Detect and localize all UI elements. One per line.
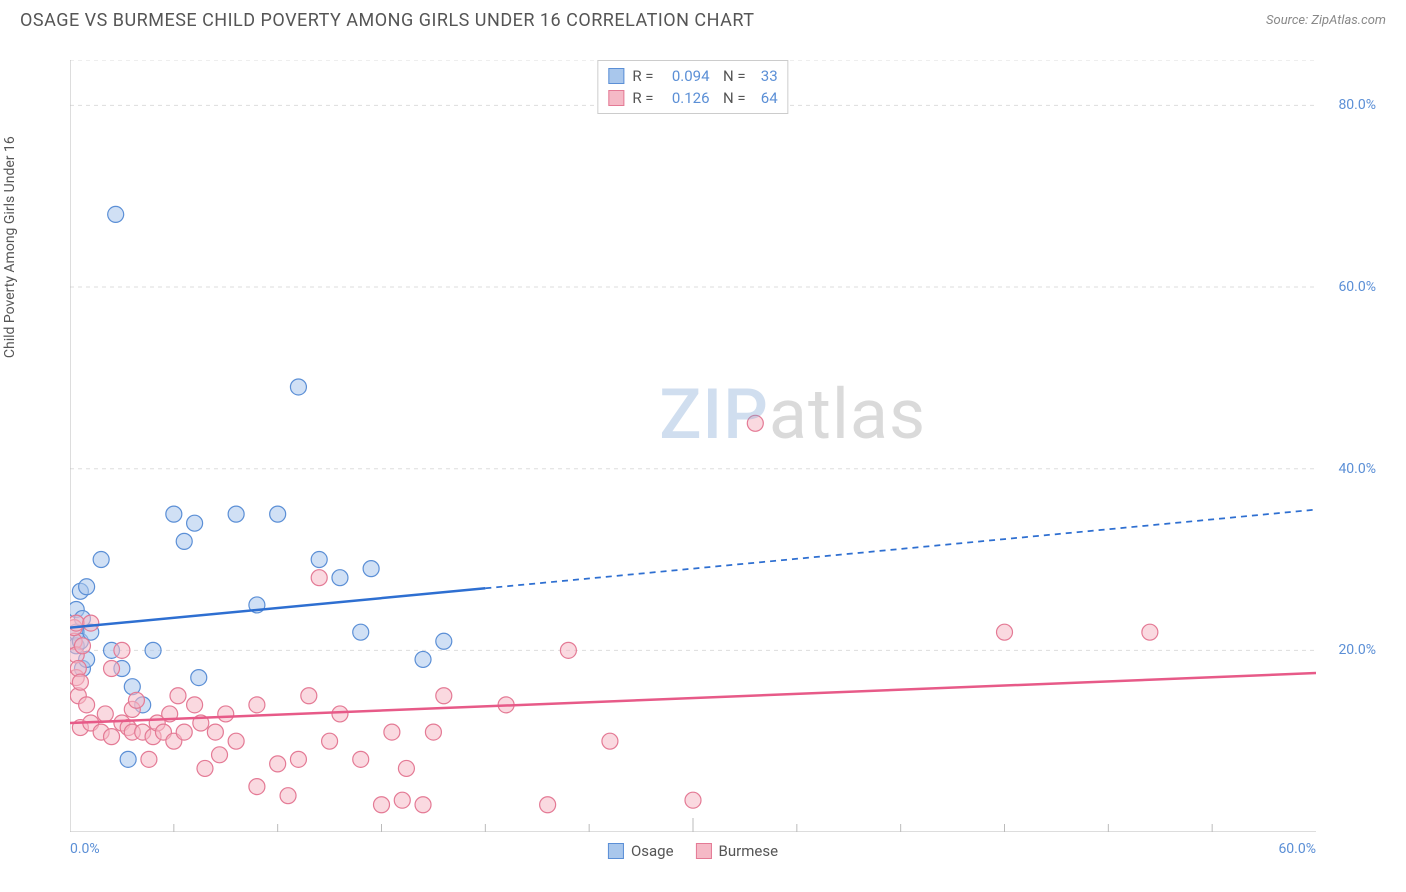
x-tick-label: 60.0% (1278, 841, 1316, 857)
y-axis-label: Child Poverty Among Girls Under 16 (2, 136, 18, 358)
legend-item-osage: Osage (608, 842, 674, 860)
legend-r-value: 0.094 (660, 67, 710, 85)
plot-svg (70, 60, 1316, 832)
legend-swatch-icon (696, 843, 712, 859)
legend-n-label: N = (716, 89, 746, 107)
y-tick-label: 60.0% (1338, 279, 1376, 295)
legend-bottom: Osage Burmese (608, 842, 778, 860)
scatter-plot: R = 0.094 N = 33 R = 0.126 N = 64 ZIPatl… (70, 60, 1316, 832)
legend-swatch-icon (608, 90, 624, 106)
legend-swatch-icon (608, 843, 624, 859)
legend-n-label: N = (716, 67, 746, 85)
chart-wrapper: Child Poverty Among Girls Under 16 R = 0… (20, 40, 1386, 882)
legend-stats-row-1: R = 0.126 N = 64 (608, 87, 777, 109)
y-tick-label: 20.0% (1338, 642, 1376, 658)
legend-label: Osage (631, 842, 674, 860)
source-label: Source: ZipAtlas.com (1266, 13, 1386, 28)
legend-stats-row-0: R = 0.094 N = 33 (608, 65, 777, 87)
legend-item-burmese: Burmese (696, 842, 779, 860)
y-tick-label: 80.0% (1338, 97, 1376, 113)
legend-r-value: 0.126 (660, 89, 710, 107)
legend-n-value: 64 (752, 89, 778, 107)
chart-title: OSAGE VS BURMESE CHILD POVERTY AMONG GIR… (20, 10, 755, 31)
legend-r-label: R = (632, 67, 653, 85)
x-tick-label: 0.0% (70, 841, 100, 857)
y-tick-label: 40.0% (1338, 461, 1376, 477)
legend-n-value: 33 (752, 67, 778, 85)
legend-r-label: R = (632, 89, 653, 107)
legend-label: Burmese (719, 842, 779, 860)
legend-stats-box: R = 0.094 N = 33 R = 0.126 N = 64 (597, 60, 788, 114)
legend-swatch-icon (608, 68, 624, 84)
